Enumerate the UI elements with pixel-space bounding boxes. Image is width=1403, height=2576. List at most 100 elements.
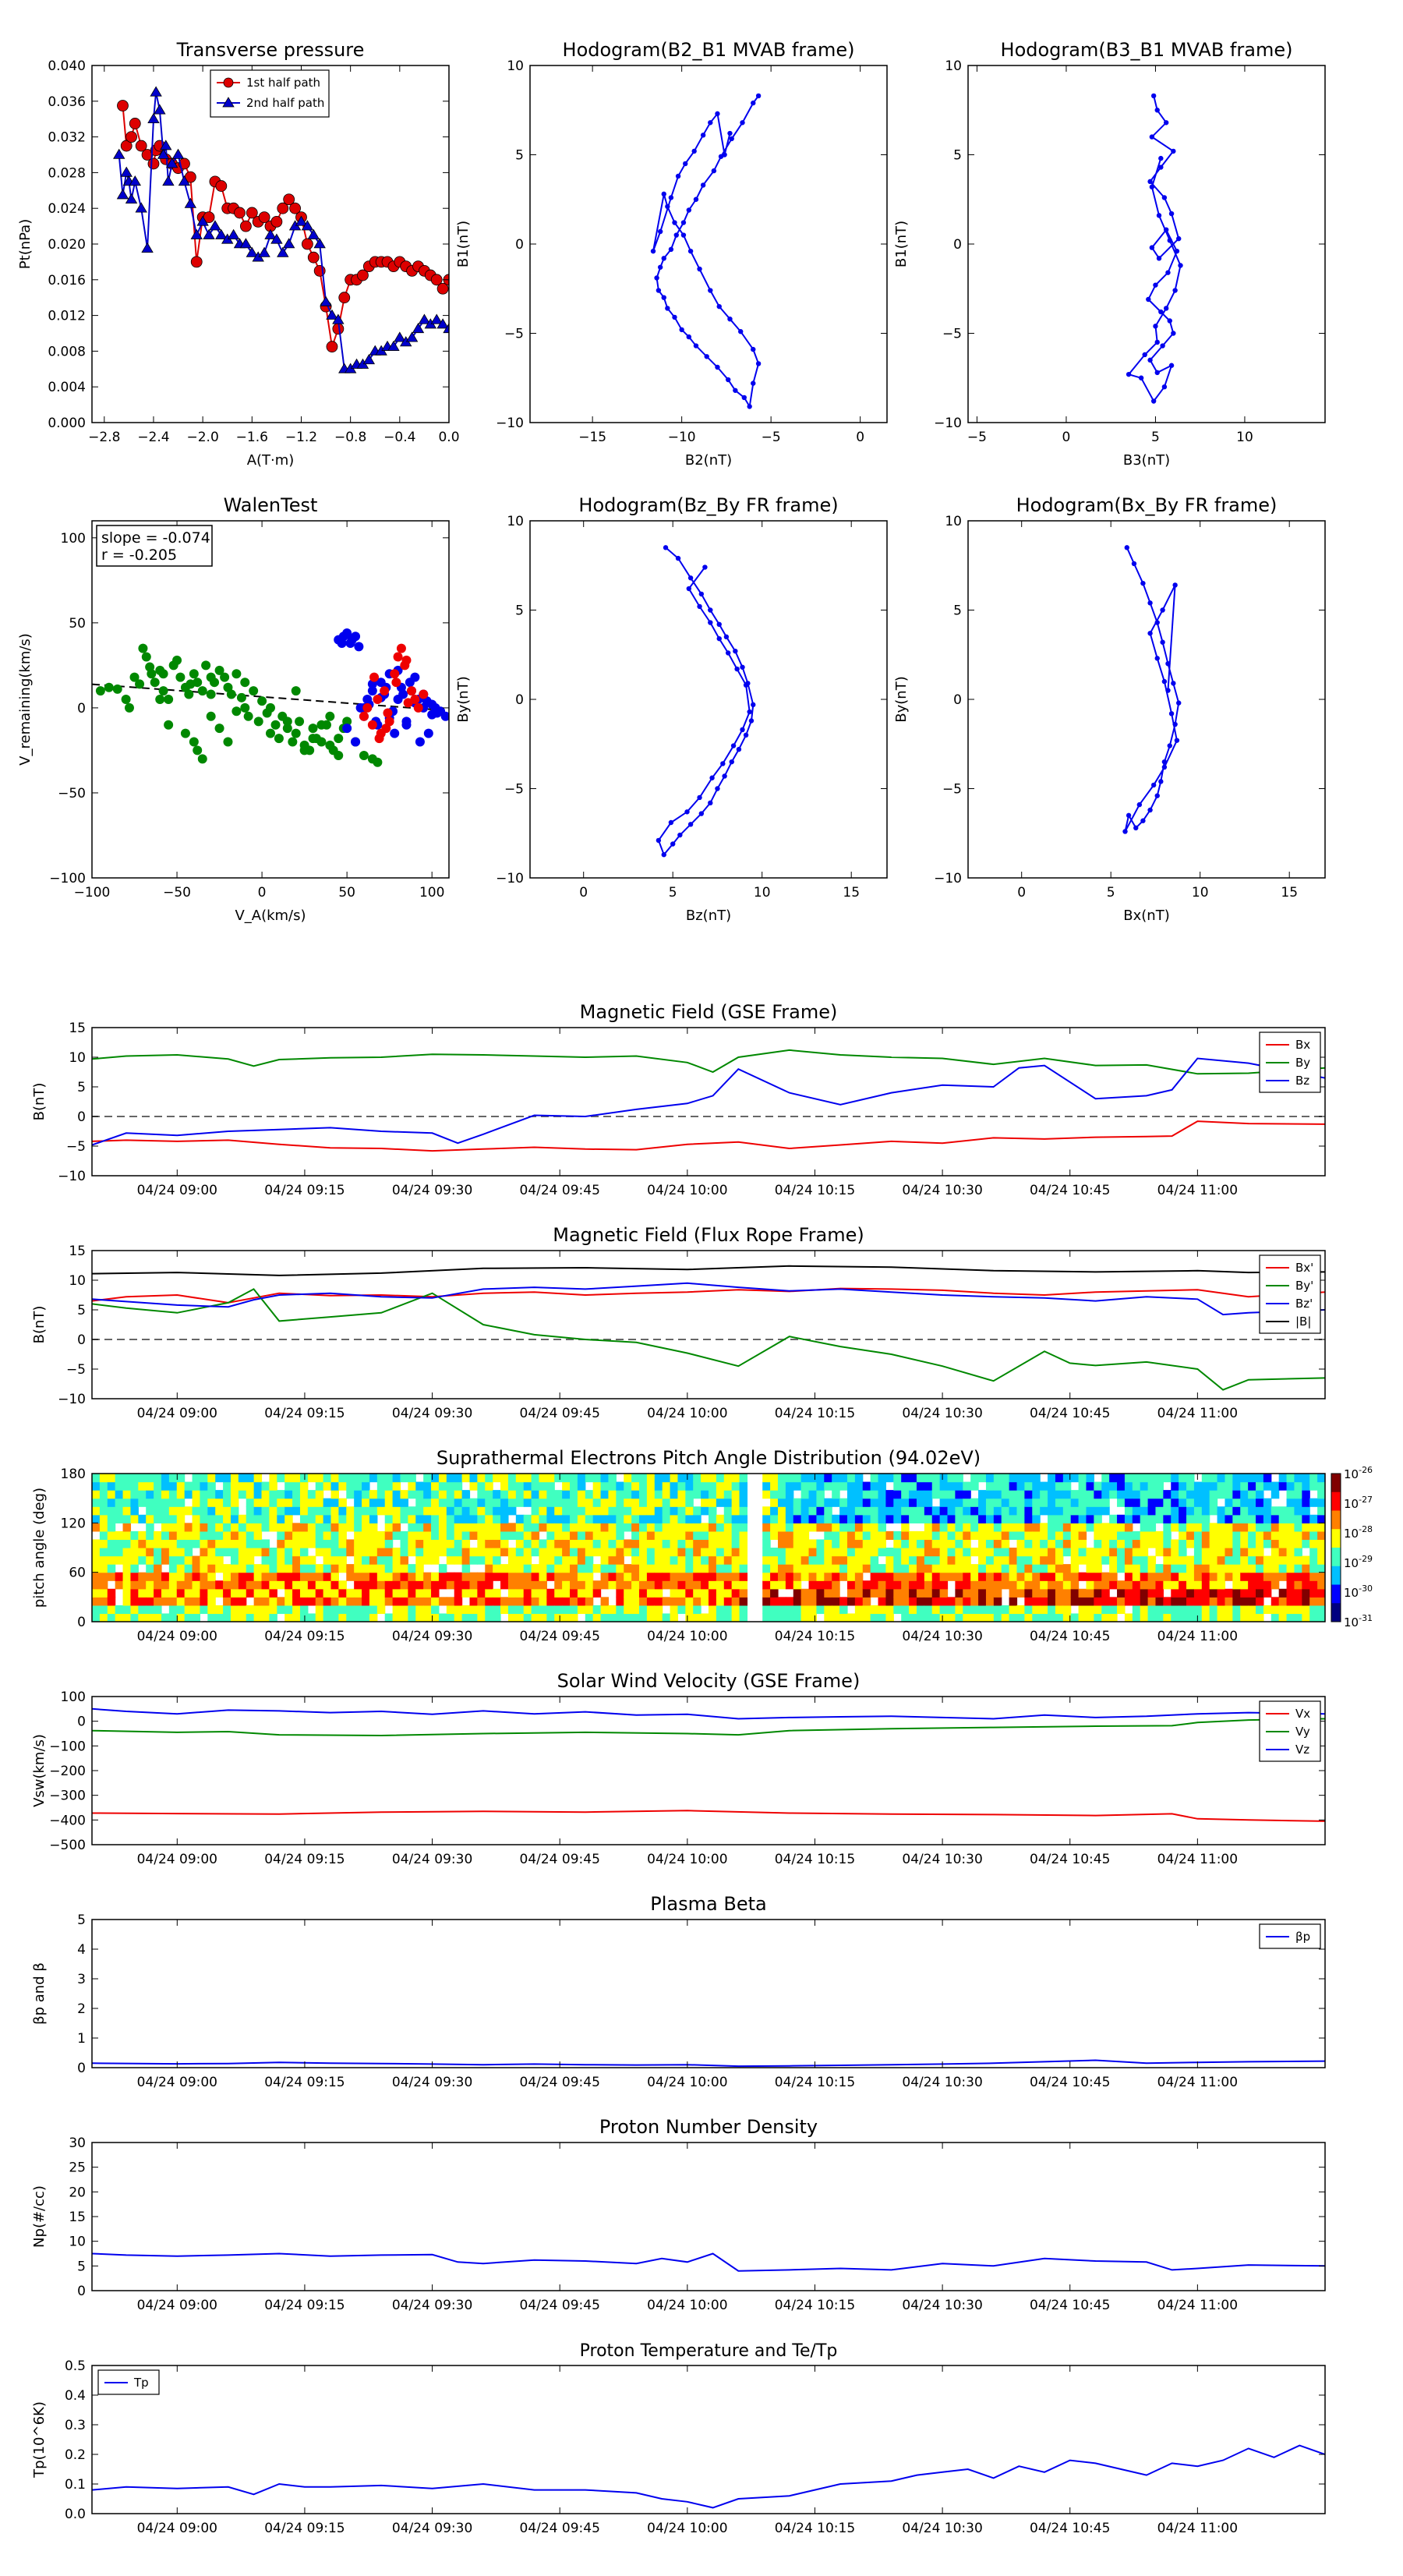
heatmap-cell (1294, 1555, 1302, 1565)
data-point (223, 737, 233, 747)
heatmap-cell (493, 1514, 501, 1523)
chart-title: Suprathermal Electrons Pitch Angle Distr… (436, 1447, 981, 1469)
heatmap-cell (1140, 1514, 1149, 1523)
heatmap-cell (338, 1514, 347, 1523)
heatmap-cell (1302, 1588, 1310, 1598)
heatmap-cell (916, 1481, 925, 1491)
heatmap-cell (307, 1580, 316, 1590)
heatmap-cell (901, 1580, 910, 1590)
heatmap-cell (1001, 1506, 1010, 1516)
data-point (1168, 211, 1175, 217)
heatmap-cell (1032, 1481, 1041, 1491)
heatmap-cell (253, 1539, 263, 1548)
heatmap-cell (816, 1580, 825, 1590)
heatmap-cell (362, 1481, 370, 1491)
heatmap-cell (277, 1572, 285, 1581)
heatmap-cell (785, 1498, 794, 1507)
data-point (295, 215, 308, 226)
heatmap-cell (670, 1523, 679, 1532)
heatmap-cell (539, 1506, 547, 1516)
heatmap-cell (585, 1498, 594, 1507)
data-point (381, 724, 391, 734)
heatmap-cell (146, 1580, 154, 1590)
heatmap-cell (485, 1523, 493, 1532)
heatmap-cell (631, 1530, 640, 1541)
heatmap-cell (1186, 1498, 1195, 1507)
heatmap-cell (1256, 1474, 1264, 1483)
heatmap-cell (624, 1474, 632, 1483)
heatmap-cell (469, 1530, 478, 1541)
heatmap-cell (115, 1474, 124, 1483)
x-axis-label: Bz(nT) (686, 908, 731, 924)
y-tick-label: −200 (49, 1764, 86, 1779)
heatmap-cell (1186, 1572, 1195, 1581)
heatmap-cell (624, 1506, 632, 1516)
x-tick-label: 04/24 09:15 (264, 1183, 345, 1198)
data-point (1147, 357, 1153, 363)
data-point (716, 635, 722, 642)
heatmap-cell (523, 1539, 532, 1548)
heatmap-cell (1232, 1572, 1241, 1581)
heatmap-cell (608, 1605, 617, 1615)
heatmap-cell (709, 1572, 717, 1581)
heatmap-cell (616, 1548, 624, 1557)
heatmap-cell (554, 1490, 563, 1499)
heatmap-cell (207, 1523, 216, 1532)
heatmap-cell (924, 1548, 933, 1557)
heatmap-cell (909, 1548, 917, 1557)
heatmap-cell (854, 1514, 864, 1523)
heatmap-cell (901, 1490, 910, 1499)
heatmap-cell (785, 1490, 794, 1499)
heatmap-cell (168, 1498, 178, 1507)
heatmap-cell (777, 1613, 786, 1622)
heatmap-cell (577, 1597, 586, 1606)
heatmap-cell (631, 1588, 640, 1598)
data-point (164, 695, 174, 704)
heatmap-cell (369, 1555, 378, 1565)
colorbar-frame (1331, 1473, 1341, 1622)
heatmap-cell (1070, 1498, 1080, 1507)
heatmap-cell (1302, 1613, 1310, 1622)
heatmap-cell (631, 1498, 640, 1507)
heatmap-cell (631, 1613, 640, 1622)
heatmap-cell (338, 1613, 347, 1622)
heatmap-cell (184, 1605, 193, 1615)
heatmap-cell (400, 1490, 408, 1499)
legend-marker (223, 77, 234, 88)
heatmap-cell (1147, 1539, 1157, 1548)
plot-frame (529, 520, 888, 879)
heatmap-cell (384, 1530, 394, 1541)
heatmap-cell (330, 1564, 339, 1573)
heatmap-cell (585, 1588, 594, 1598)
heatmap-cell (893, 1564, 902, 1573)
data-point (698, 811, 705, 816)
data-point (190, 256, 203, 268)
heatmap-cell (168, 1588, 178, 1598)
heatmap-cell (176, 1498, 186, 1507)
heatmap-cell (1286, 1597, 1295, 1606)
heatmap-cell (477, 1530, 486, 1541)
heatmap-cell (1171, 1555, 1179, 1565)
heatmap-cell (1062, 1523, 1072, 1532)
heatmap-cell (963, 1548, 971, 1557)
heatmap-cell (793, 1605, 802, 1615)
heatmap-cell (400, 1498, 408, 1507)
heatmap-cell (685, 1490, 694, 1499)
heatmap-cell (816, 1548, 825, 1557)
heatmap-cell (777, 1490, 786, 1499)
heatmap-cell (146, 1514, 154, 1523)
heatmap-cell (1147, 1530, 1157, 1541)
heatmap-cell (970, 1481, 979, 1491)
data-point (740, 664, 745, 670)
chart-bfr: Magnetic Field (Flux Rope Frame)04/24 09… (31, 1224, 1326, 1421)
heatmap-cell (993, 1490, 1002, 1499)
heatmap-cell (1016, 1490, 1025, 1499)
heatmap-cell (253, 1514, 263, 1523)
x-tick-label: 04/24 09:15 (264, 1629, 345, 1644)
heatmap-cell (1278, 1555, 1288, 1565)
heatmap-cell (307, 1572, 316, 1581)
heatmap-cell (230, 1514, 239, 1523)
heatmap-cell (477, 1572, 486, 1581)
heatmap-cell (384, 1474, 394, 1483)
heatmap-cell (939, 1481, 949, 1491)
